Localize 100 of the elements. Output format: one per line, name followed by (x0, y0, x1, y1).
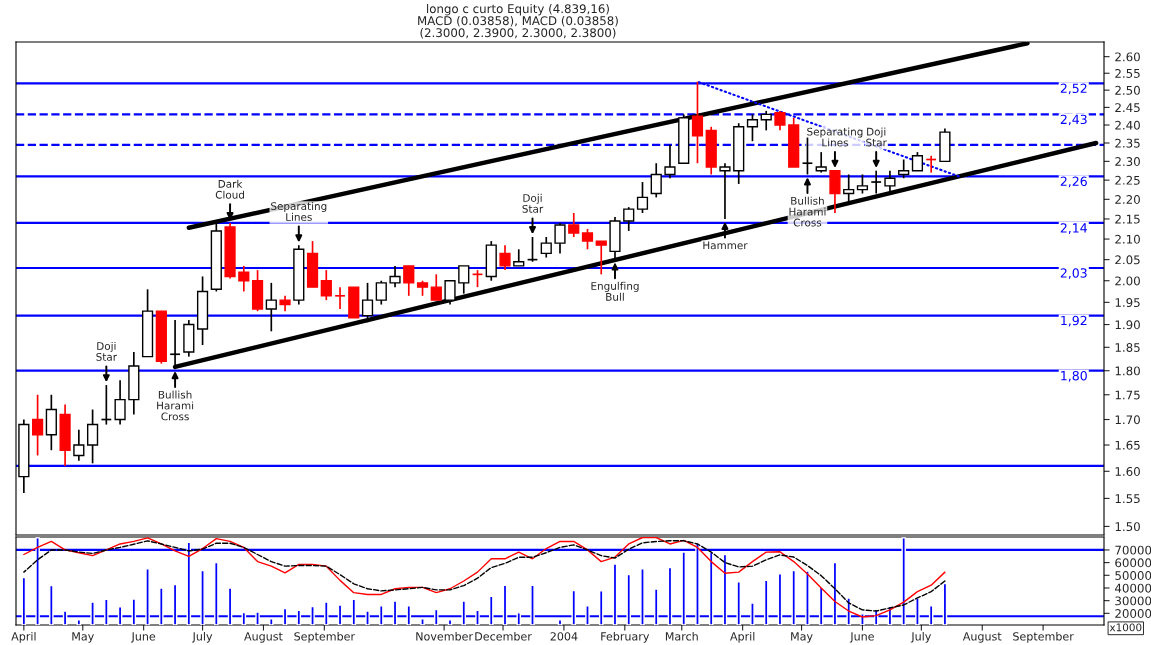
candlestick (403, 265, 415, 297)
text: x1000 (1109, 623, 1142, 632)
y-tick-label: 1.70 (1115, 415, 1140, 425)
candlestick (856, 173, 869, 195)
candlestick (540, 236, 552, 259)
candlestick (430, 273, 442, 301)
y-tick-label: 1.95 (1115, 298, 1140, 307)
ref-line-label: 2,43 (1060, 114, 1087, 126)
candlestick (843, 173, 855, 205)
candlestick (444, 279, 456, 306)
candlestick (361, 282, 374, 324)
x-tick-label: November (416, 631, 474, 641)
candlestick (320, 269, 332, 301)
candlestick (389, 265, 401, 288)
y-tick-label: 30000 (1115, 596, 1151, 606)
annotation: Separating Lines (807, 127, 863, 147)
y-tick-label: 1.90 (1115, 320, 1140, 330)
annotation: Bullish Harami Cross (157, 390, 194, 421)
candlestick (595, 240, 607, 276)
candlestick (499, 244, 511, 271)
y-tick-label: 2.55 (1115, 68, 1140, 78)
x-tick-label: August (244, 632, 283, 643)
y-tick-label: 2.60 (1115, 52, 1140, 62)
y-tick-label: 1.75 (1115, 390, 1140, 400)
x-tick-label: September (1013, 631, 1074, 643)
annotation: Dark Cloud (215, 179, 244, 199)
candlestick (815, 151, 827, 174)
y-tick-label: 2.45 (1115, 103, 1140, 113)
annotation: Separating Lines (271, 202, 327, 221)
candlestick (114, 379, 126, 426)
x-tick-label: June (130, 632, 156, 643)
candlestick (636, 181, 649, 214)
y-tick-label: 1.85 (1115, 343, 1140, 352)
x-tick-label: April (730, 631, 755, 643)
annotation: Doji Star (522, 193, 544, 213)
ref-line-label: 2,03 (1060, 268, 1087, 279)
candlestick (829, 169, 841, 214)
candlestick (691, 80, 704, 165)
candlestick (911, 151, 924, 172)
candlestick (86, 408, 99, 465)
candlestick (746, 113, 759, 143)
x-tick-label: June (849, 632, 874, 643)
text: longo c curto Equity (4.839,16) (427, 4, 609, 16)
annotation: Engulfing Bull (591, 281, 639, 301)
candlestick (774, 110, 786, 132)
candlestick (760, 110, 772, 132)
annotation: Doji Star (866, 127, 887, 147)
candlestick (581, 228, 594, 251)
y-tick-label: 60000 (1115, 558, 1151, 568)
candlestick (719, 162, 731, 220)
y-tick-label: 2.05 (1115, 255, 1140, 265)
candlestick (31, 393, 44, 457)
y-tick-label: 2.30 (1115, 157, 1140, 167)
y-tick-label: 2.25 (1115, 175, 1140, 185)
ref-line-label: 2,26 (1060, 176, 1087, 188)
candlestick (334, 286, 346, 310)
x-tick-label: March (665, 631, 698, 641)
x-tick-label: 2004 (550, 632, 578, 641)
candlestick (375, 279, 387, 306)
x-tick-label: May (791, 632, 813, 643)
y-tick-label: 70000 (1115, 545, 1151, 555)
y-tick-label: 1.60 (1115, 467, 1140, 476)
ref-line-label: 2,14 (1060, 223, 1087, 234)
y-tick-label: 40000 (1114, 583, 1151, 593)
text: MACD (0.03858), MACD (0.03858) (418, 16, 618, 27)
y-tick-label: 50000 (1115, 571, 1151, 580)
candlestick (623, 206, 635, 232)
x-tick-label: February (601, 631, 650, 643)
candlestick (650, 162, 662, 199)
candlestick (870, 169, 882, 195)
candlestick (884, 169, 896, 195)
candlestick (664, 143, 676, 180)
x-tick-label: July (910, 631, 932, 643)
y-tick-label: 2.00 (1115, 276, 1140, 286)
y-tick-label: 2.35 (1115, 138, 1140, 148)
candlestick (554, 222, 566, 255)
y-tick-label: 2.50 (1115, 85, 1140, 95)
x-tick-label: December (475, 631, 532, 641)
annotation: Bullish Harami Cross (789, 196, 826, 227)
y-tick-label: 2.20 (1115, 195, 1140, 204)
candlestick (898, 158, 910, 180)
y-tick-label: 20000 (1115, 609, 1151, 618)
annotation: Doji Star (96, 341, 118, 361)
text: (2.3000, 2.3900, 2.3000, 2.3800) (420, 28, 616, 39)
ref-line-label: 1,92 (1061, 315, 1087, 327)
candlestick (568, 212, 580, 238)
x-tick-label: August (962, 632, 1002, 643)
annotation: Hammer (703, 241, 748, 250)
candlestick (238, 265, 250, 293)
x-tick-label: September (294, 631, 356, 643)
y-tick-label: 1.55 (1115, 494, 1140, 504)
ref-line-label: 2,52 (1060, 83, 1087, 95)
y-tick-label: 1.80 (1115, 366, 1140, 376)
y-tick-label: 1.65 (1115, 440, 1140, 450)
y-tick-label: 2.10 (1115, 234, 1140, 244)
y-tick-label: 2.40 (1115, 120, 1140, 130)
x-tick-label: April (11, 631, 36, 643)
candlestick (73, 428, 85, 462)
y-tick-label: 1.50 (1115, 522, 1140, 532)
x-tick-label: May (72, 632, 94, 643)
